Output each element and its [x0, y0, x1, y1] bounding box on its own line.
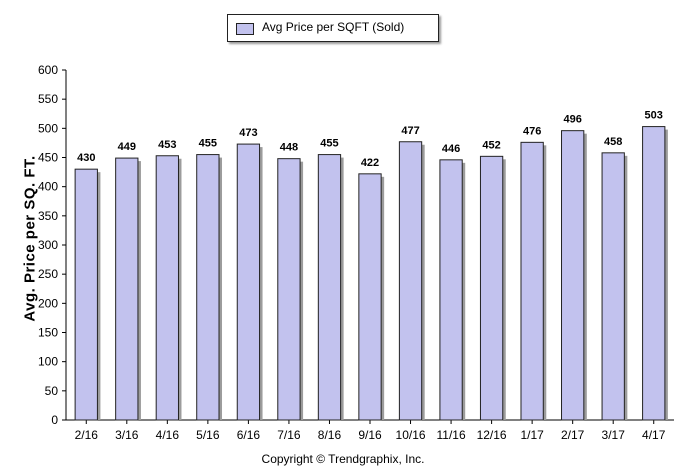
bar — [236, 143, 261, 421]
bars-group — [74, 126, 668, 421]
y-axis-label: Avg. Price per SQ. FT. — [21, 155, 39, 322]
x-tick-label: 2/17 — [561, 428, 585, 442]
bar — [196, 154, 220, 421]
y-tick-label: 0 — [51, 413, 58, 427]
data-label: 455 — [199, 138, 217, 150]
x-tick-label: 9/16 — [358, 428, 382, 442]
legend-swatch — [236, 23, 254, 35]
copyright-text: Copyright © Trendgraphix, Inc. — [261, 452, 425, 466]
x-tick-label: 7/16 — [277, 428, 301, 442]
data-label: 448 — [280, 142, 298, 154]
axes: 0 50 100 150 200 250 300 350 400 450 500 550 600 — [38, 63, 674, 427]
x-tick-label: 4/17 — [642, 428, 666, 442]
bar — [358, 173, 382, 421]
y-tick-label: 550 — [38, 92, 58, 106]
bar — [74, 168, 98, 421]
data-label: 452 — [482, 139, 500, 151]
x-tick-label: 10/16 — [396, 428, 426, 442]
data-label: 430 — [77, 152, 95, 164]
value-labels-group: 430 2/16 449 3/16 453 4/16 455 5/16 473 6/16 448 7/… — [75, 110, 666, 442]
y-tick-label: 350 — [38, 209, 58, 223]
y-tick-label: 200 — [38, 296, 58, 310]
bar — [479, 155, 504, 421]
bar — [642, 126, 666, 421]
legend-label: Avg Price per SQFT (Sold) — [262, 20, 405, 34]
y-tick-label: 150 — [38, 326, 58, 340]
data-label: 455 — [320, 138, 338, 150]
y-tick-label: 300 — [38, 238, 58, 252]
bar — [115, 157, 139, 421]
x-tick-label: 6/16 — [237, 428, 261, 442]
bar — [520, 141, 544, 421]
x-tick-label: 3/16 — [115, 428, 139, 442]
data-label: 477 — [401, 125, 419, 137]
x-tick-label: 3/17 — [602, 428, 626, 442]
y-tick-label: 600 — [38, 63, 58, 77]
legend: Avg Price per SQFT (Sold) — [227, 14, 439, 42]
data-label: 458 — [604, 136, 622, 148]
data-label: 503 — [645, 110, 663, 122]
y-tick-label: 50 — [45, 384, 59, 398]
bar — [317, 154, 342, 421]
data-label: 453 — [158, 139, 176, 151]
data-label: 446 — [442, 143, 460, 155]
data-label: 476 — [523, 125, 541, 137]
x-tick-label: 12/16 — [477, 428, 507, 442]
y-tick-label: 400 — [38, 180, 58, 194]
bar — [561, 130, 585, 421]
data-label: 496 — [563, 114, 581, 126]
x-tick-label: 2/16 — [75, 428, 99, 442]
x-tick-label: 5/16 — [196, 428, 220, 442]
data-label: 473 — [239, 127, 257, 139]
y-tick-label: 450 — [38, 151, 58, 165]
x-tick-label: 4/16 — [156, 428, 180, 442]
y-tick-label: 500 — [38, 121, 58, 135]
bar — [155, 155, 179, 421]
bar — [277, 158, 301, 421]
bar — [601, 152, 625, 421]
bar — [439, 159, 463, 421]
x-tick-label: 1/17 — [520, 428, 544, 442]
x-tick-label: 11/16 — [436, 428, 465, 442]
y-tick-label: 250 — [38, 267, 58, 281]
bar — [398, 141, 423, 421]
data-label: 422 — [361, 157, 379, 169]
data-label: 449 — [118, 141, 136, 153]
x-tick-label: 8/16 — [318, 428, 342, 442]
y-tick-label: 100 — [38, 355, 58, 369]
